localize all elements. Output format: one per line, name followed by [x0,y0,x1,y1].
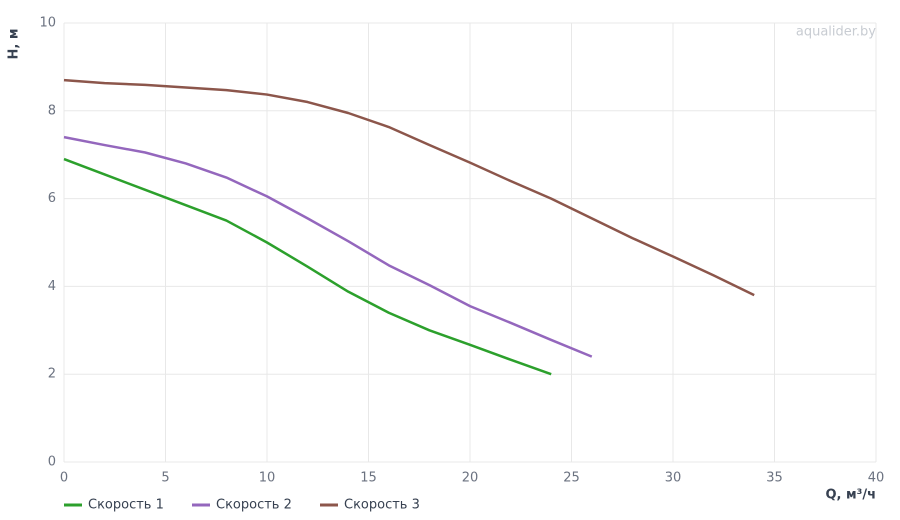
legend-label: Скорость 1 [88,498,164,513]
y-tick-label: 2 [48,367,56,382]
x-tick-label: 15 [360,471,377,486]
series-line [63,78,755,297]
series-line [63,135,593,358]
x-axis-label: Q, м³/ч [825,488,876,503]
x-tick-label: 35 [766,471,783,486]
y-axis-label: H, м [7,29,22,60]
series-line [63,157,552,376]
x-tick-label: 40 [868,471,885,486]
watermark: aqualider.by [796,25,876,40]
x-tick-label: 20 [462,471,479,486]
legend-label: Скорость 3 [344,498,420,513]
y-tick-label: 8 [48,103,56,118]
y-tick-label: 6 [48,191,56,206]
y-tick-label: 10 [39,16,56,31]
x-tick-label: 30 [665,471,682,486]
x-tick-label: 5 [161,471,169,486]
legend-label: Скорость 2 [216,498,292,513]
x-tick-label: 10 [259,471,276,486]
y-tick-label: 0 [48,455,56,470]
x-tick-label: 25 [563,471,580,486]
y-tick-label: 4 [48,279,56,294]
x-tick-label: 0 [60,471,68,486]
